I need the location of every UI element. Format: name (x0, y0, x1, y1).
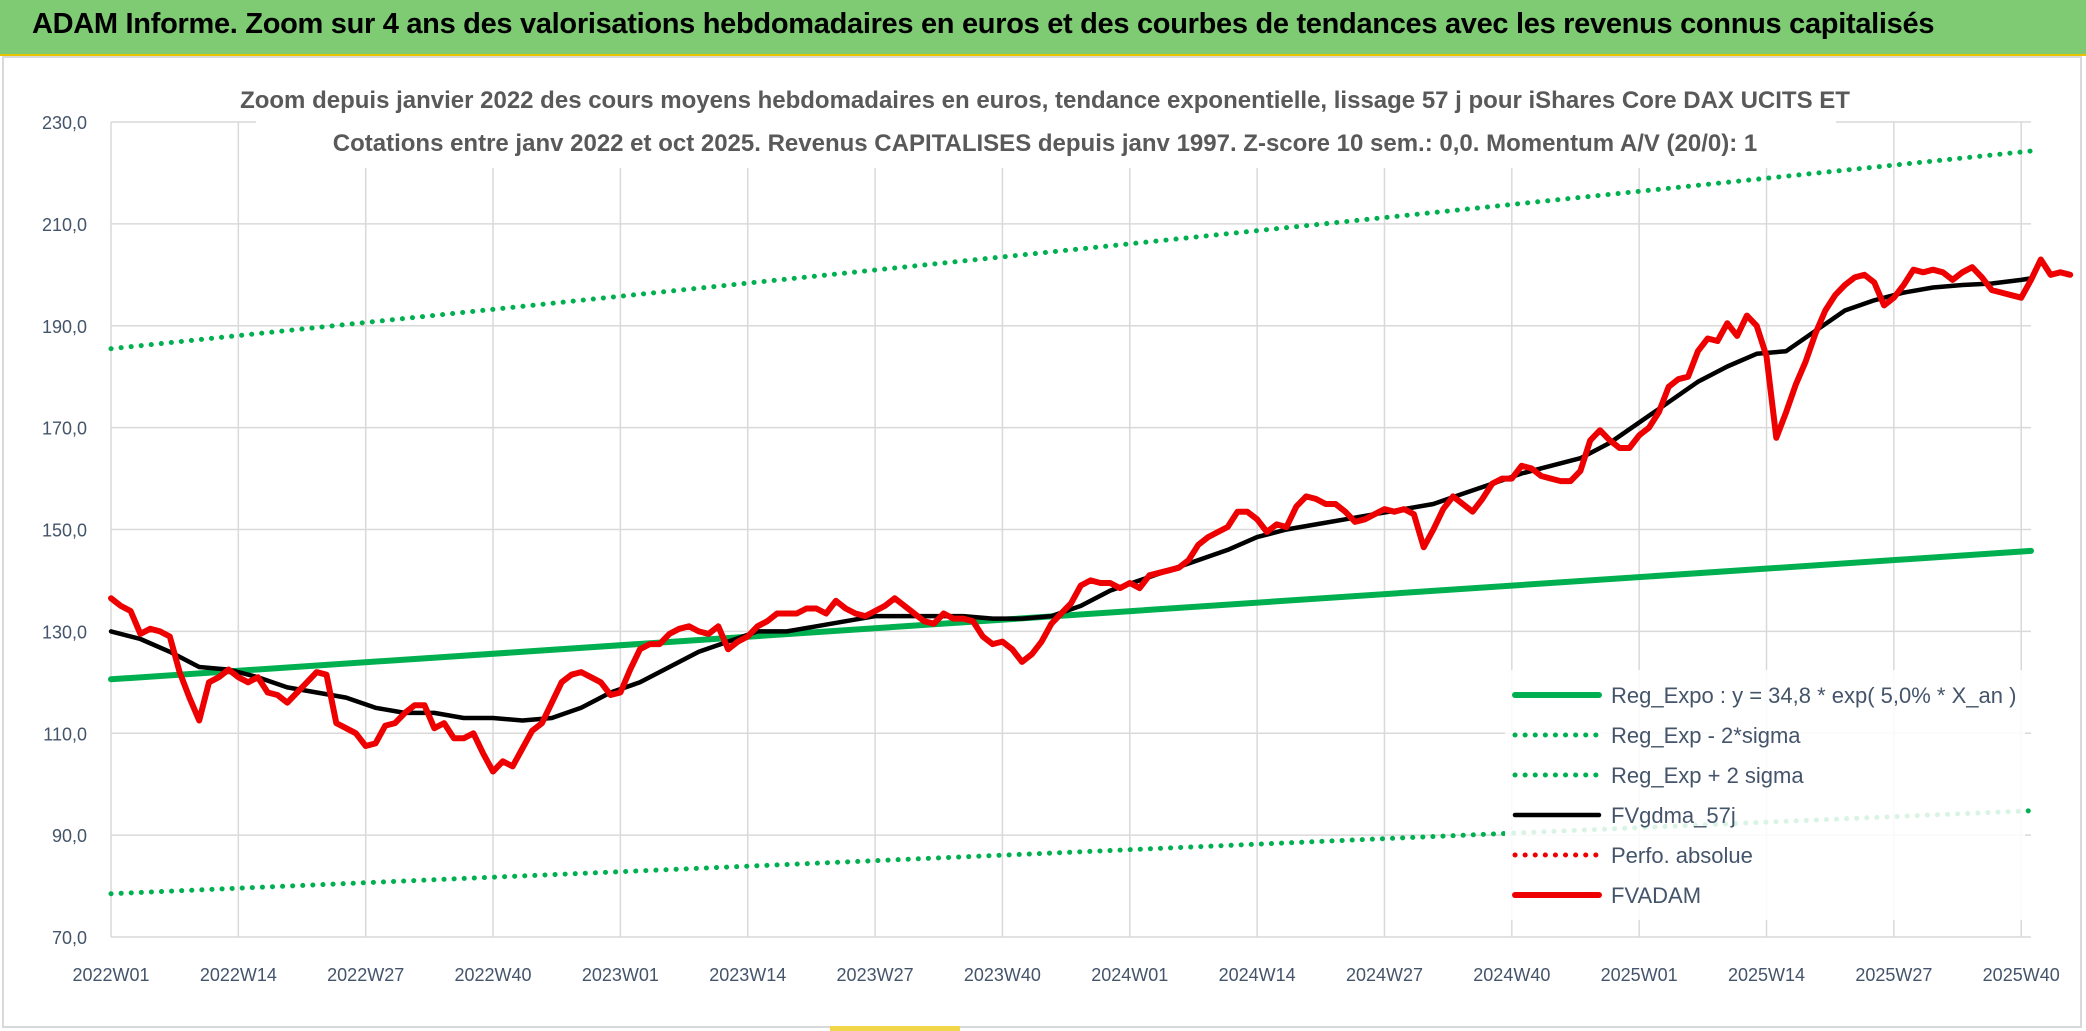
x-tick-label: 2024W14 (1219, 965, 1296, 985)
tick-labels: 70,0 90,0 110,0 130,0 150,0 170,0 190,0 210,0 23… (42, 113, 2060, 985)
x-tick-label: 2025W01 (1601, 965, 1678, 985)
chart-title-line2: Cotations entre janv 2022 et oct 2025. R… (333, 130, 1757, 157)
bottom-accent-mark (830, 1026, 960, 1031)
y-tick-label: 230,0 (42, 113, 87, 133)
legend-label-0: Reg_Expo : y = 34,8 * exp( 5,0% * X_an ) (1611, 683, 2016, 708)
x-tick-label: 2023W01 (582, 965, 659, 985)
y-tick-label: 190,0 (42, 317, 87, 337)
legend-label-4: Perfo. absolue (1611, 843, 1753, 868)
series-line-1 (108, 808, 2034, 897)
x-tick-label: 2025W14 (1728, 965, 1805, 985)
x-tick-label: 2024W40 (1473, 965, 1550, 985)
x-tick-label: 2025W40 (1983, 965, 2060, 985)
legend-label-3: FVgdma_57j (1611, 803, 1736, 828)
chart-title-line1: Zoom depuis janvier 2022 des cours moyen… (240, 87, 1850, 114)
x-tick-label: 2022W14 (200, 965, 277, 985)
y-tick-label: 170,0 (42, 419, 87, 439)
legend-label-1: Reg_Exp - 2*sigma (1611, 723, 1801, 748)
y-tick-label: 210,0 (42, 215, 87, 235)
y-tick-label: 110,0 (43, 724, 87, 744)
legend-background (1505, 670, 2025, 920)
x-tick-label: 2022W27 (327, 965, 404, 985)
x-tick-label: 2024W01 (1091, 965, 1168, 985)
chart-title-background (256, 78, 1836, 168)
x-tick-label: 2023W40 (964, 965, 1041, 985)
y-tick-label: 90,0 (52, 826, 87, 846)
legend-label-5: FVADAM (1611, 883, 1701, 908)
x-tick-label: 2022W01 (72, 965, 149, 985)
legend-label-2: Reg_Exp + 2 sigma (1611, 763, 1804, 788)
series-layer (108, 148, 2074, 897)
y-tick-label: 130,0 (42, 622, 87, 642)
series-line-5 (108, 256, 2074, 775)
x-tick-label: 2024W27 (1346, 965, 1423, 985)
x-tick-label: 2025W27 (1855, 965, 1932, 985)
series-line-0 (108, 547, 2034, 683)
y-tick-label: 150,0 (42, 521, 87, 541)
x-tick-label: 2022W40 (455, 965, 532, 985)
page-title: ADAM Informe. Zoom sur 4 ans des valoris… (32, 8, 1935, 40)
chart-frame (2, 56, 2082, 1028)
y-tick-label: 70,0 (52, 928, 87, 948)
x-tick-label: 2023W27 (837, 965, 914, 985)
gridlines (110, 121, 2031, 938)
header-banner: ADAM Informe. Zoom sur 4 ans des valoris… (0, 0, 2086, 56)
x-tick-label: 2023W14 (709, 965, 786, 985)
legend: Reg_Expo : y = 34,8 * exp( 5,0% * X_an )… (1505, 670, 2025, 920)
series-line-2 (108, 148, 2034, 352)
series-line-3 (108, 276, 2034, 723)
